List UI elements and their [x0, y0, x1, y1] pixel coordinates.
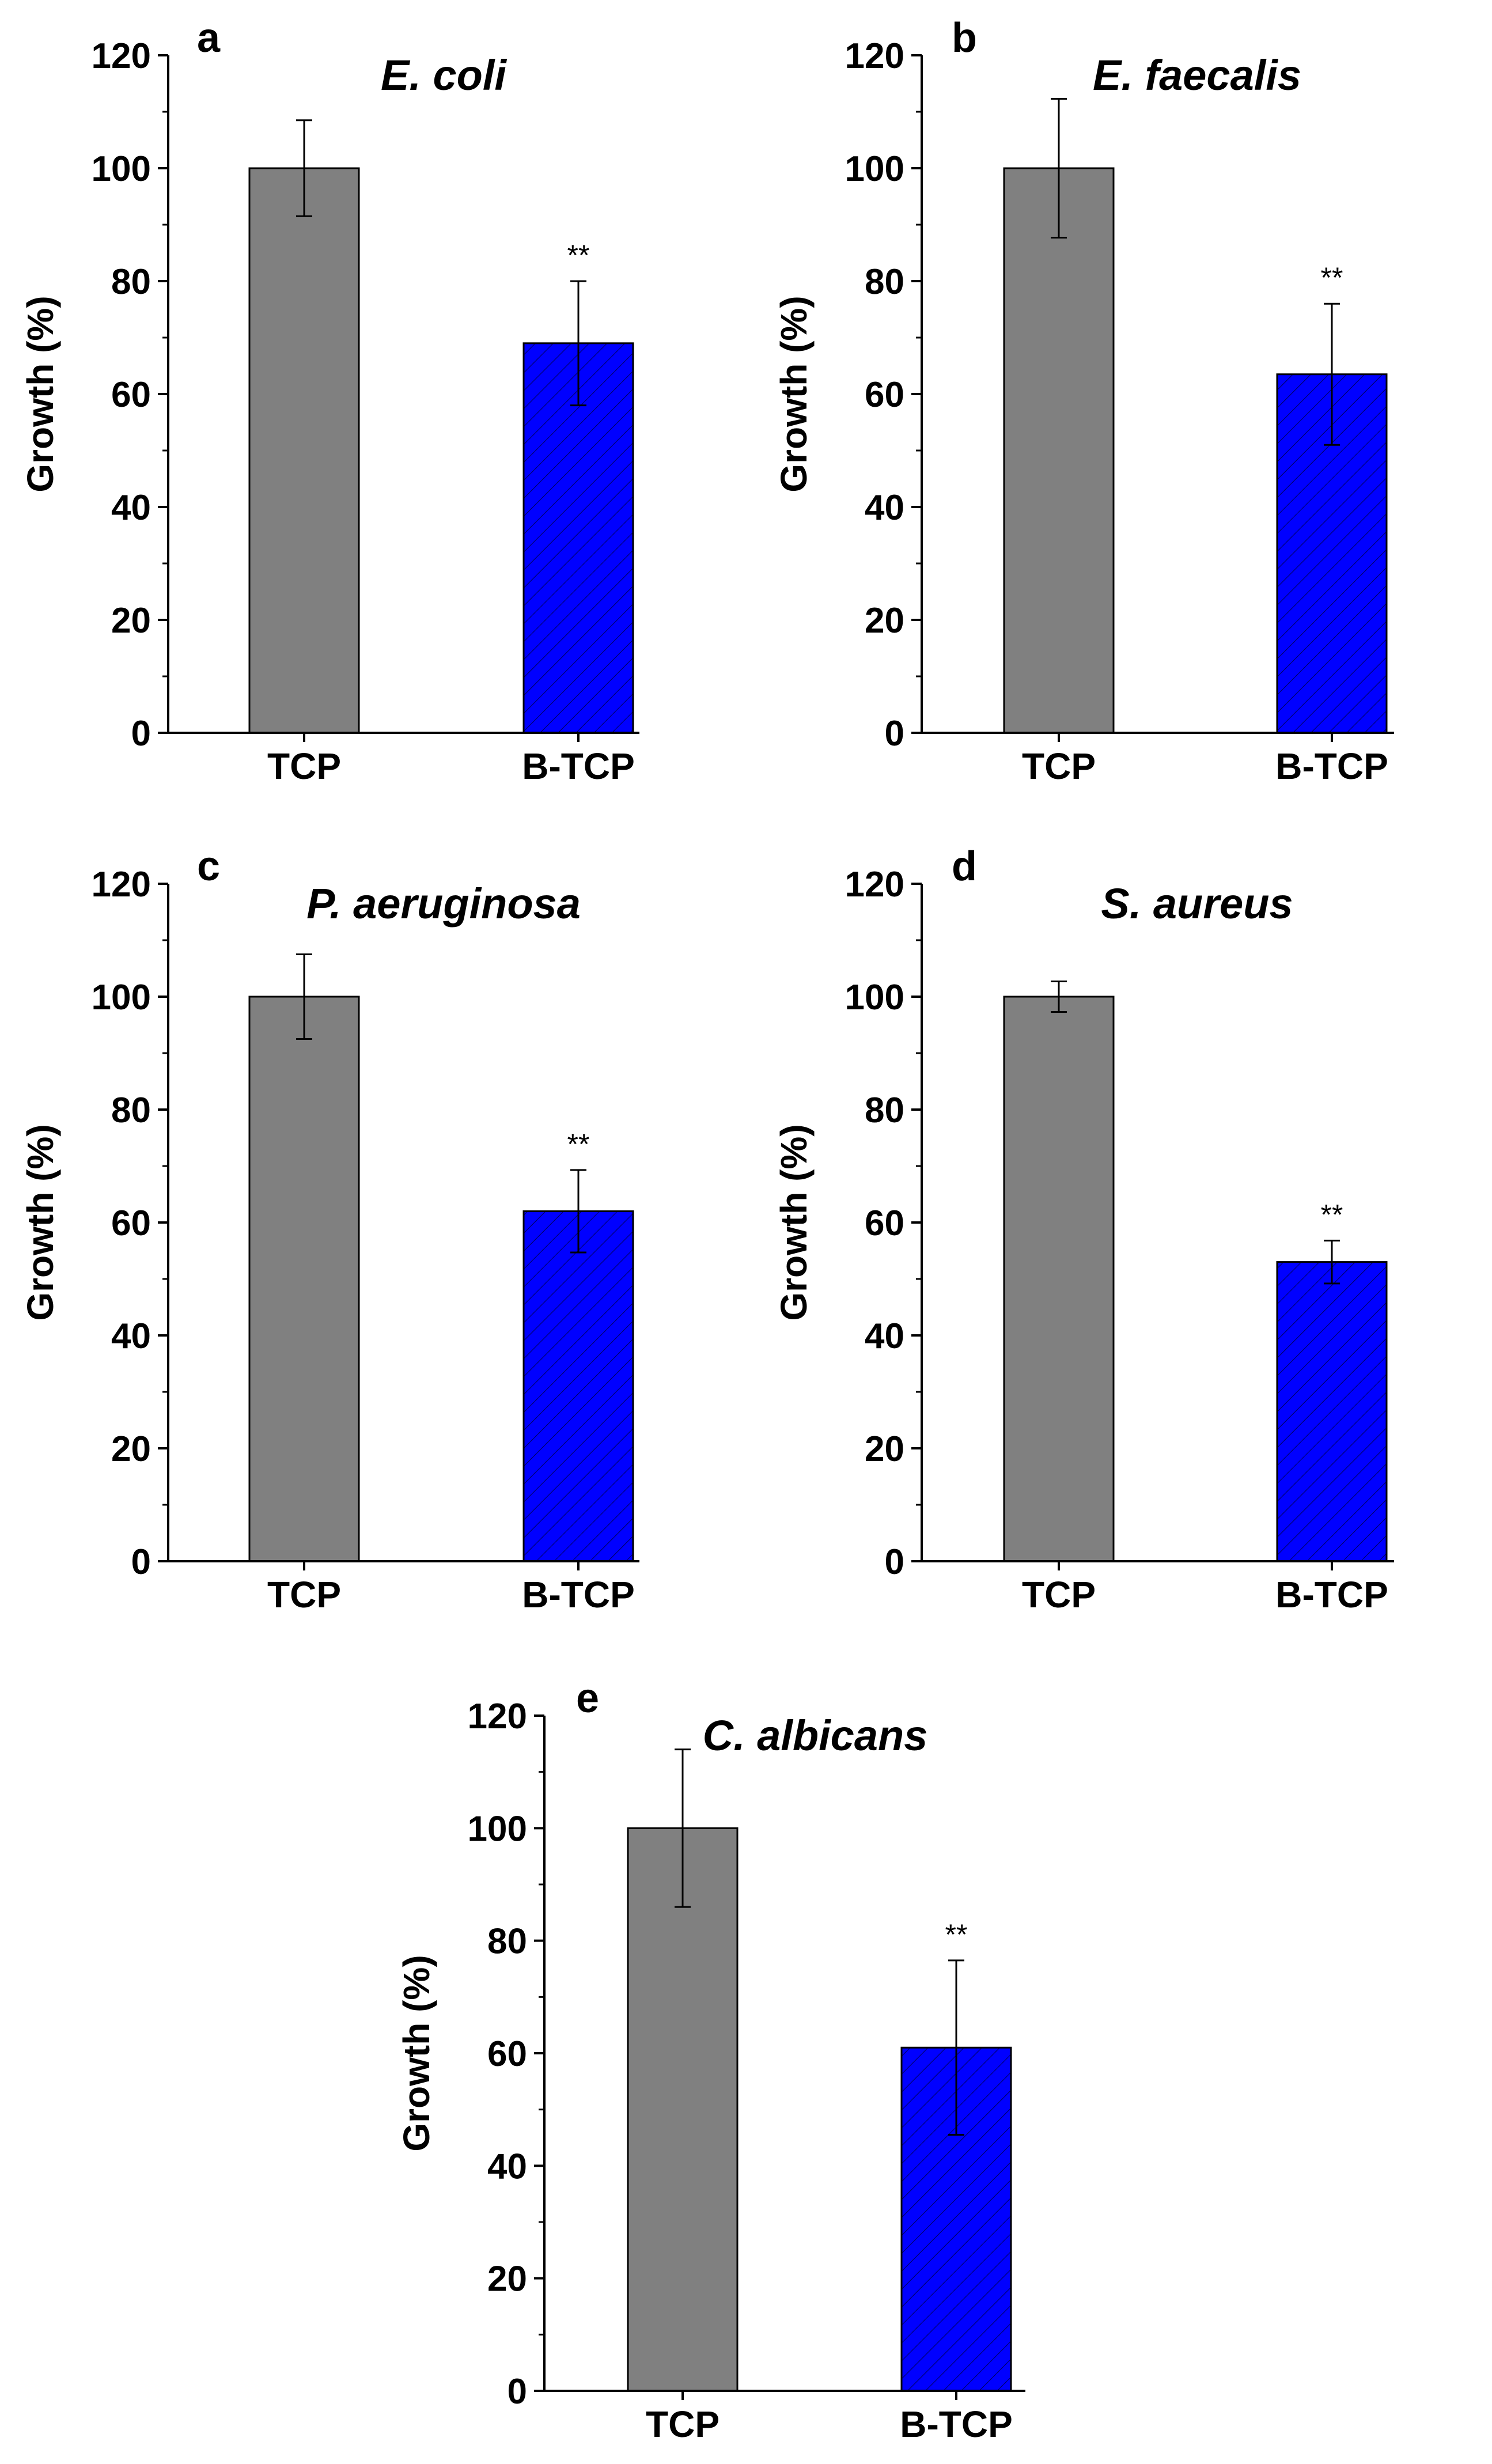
x-tick-label: TCP	[1022, 1574, 1096, 1615]
y-tick-label: 20	[865, 1429, 904, 1469]
panel-letter: c	[197, 843, 220, 890]
y-tick-label: 120	[845, 865, 904, 904]
y-tick-label: 20	[487, 2259, 527, 2299]
y-tick-label: 100	[468, 1809, 527, 1849]
x-tick-label: B-TCP	[522, 1574, 635, 1615]
error-bar	[1324, 1239, 1340, 1285]
error-bar	[570, 280, 586, 407]
y-tick-label: 0	[131, 714, 151, 754]
y-tick-label: 0	[885, 1542, 904, 1582]
y-tick-label: 40	[487, 2147, 527, 2186]
y-tick-label: 0	[885, 714, 904, 754]
chart-panel-e: TCP ** B-TCP 0 20 40 60 80 100 120 Growth (%) e C. a…	[396, 1675, 1025, 2445]
y-axis-title: Growth (%)	[20, 296, 61, 492]
y-tick-label: 40	[865, 488, 904, 528]
error-bar	[948, 1959, 964, 2136]
bar-b-tcp	[522, 1210, 634, 1562]
chart-panel-b: TCP ** B-TCP 0 20 40 60 80 100 120 Growth (%) b E. f…	[773, 15, 1394, 787]
y-tick-label: 120	[92, 36, 151, 76]
x-tick-label: B-TCP	[900, 2404, 1013, 2445]
chart-panel-a: TCP ** B-TCP 0 20 40 60 80 100 120 Growth (%) a E. c…	[20, 15, 639, 787]
y-tick-label: 100	[92, 978, 151, 1017]
x-tick-label: B-TCP	[522, 745, 635, 787]
panel-letter: e	[576, 1675, 599, 1721]
y-tick-label: 80	[111, 262, 151, 302]
y-tick-label: 20	[865, 601, 904, 641]
panel-letter: a	[197, 15, 221, 61]
bar-tcp	[248, 996, 360, 1562]
error-bar	[570, 1169, 586, 1254]
y-tick-label: 120	[468, 1697, 527, 1736]
y-tick-label: 60	[111, 1203, 151, 1243]
panel-title: P. aeruginosa	[306, 880, 581, 928]
y-tick-label: 0	[508, 2372, 527, 2412]
significance-marker: **	[567, 1128, 590, 1160]
significance-marker: **	[1321, 262, 1343, 294]
y-tick-label: 100	[845, 149, 904, 189]
panel-title: E. coli	[381, 51, 507, 99]
error-bar	[1051, 981, 1067, 1013]
y-tick-label: 80	[865, 262, 904, 302]
x-tick-label: TCP	[1022, 745, 1096, 787]
y-axis-title: Growth (%)	[773, 1124, 815, 1320]
chart-panel-c: TCP ** B-TCP 0 20 40 60 80 100 120 Growth (%) c P. a…	[20, 843, 639, 1615]
y-tick-label: 20	[111, 1429, 151, 1469]
y-tick-label: 40	[865, 1316, 904, 1356]
y-tick-label: 80	[487, 1922, 527, 1962]
error-bar	[296, 119, 312, 217]
error-bar	[1051, 97, 1067, 239]
y-tick-label: 60	[111, 375, 151, 415]
significance-marker: **	[1321, 1198, 1343, 1231]
panel-title: E. faecalis	[1093, 51, 1301, 99]
panel-title: S. aureus	[1101, 880, 1293, 928]
x-tick-label: TCP	[267, 745, 341, 787]
y-tick-label: 100	[845, 978, 904, 1017]
bar-b-tcp	[522, 342, 634, 734]
bar-tcp	[1003, 167, 1115, 734]
bar-b-tcp	[1276, 1261, 1388, 1562]
y-tick-label: 80	[111, 1091, 151, 1130]
panel-letter: d	[952, 843, 977, 890]
y-axis-title: Growth (%)	[773, 296, 815, 492]
y-tick-label: 20	[111, 601, 151, 641]
significance-marker: **	[567, 239, 590, 271]
error-bar	[296, 953, 312, 1040]
y-tick-label: 40	[111, 488, 151, 528]
x-tick-label: TCP	[267, 1574, 341, 1615]
y-tick-label: 60	[487, 2034, 527, 2074]
y-tick-label: 80	[865, 1091, 904, 1130]
bar-tcp	[627, 1827, 739, 2392]
y-axis-title: Growth (%)	[396, 1955, 437, 2151]
x-tick-label: B-TCP	[1275, 745, 1388, 787]
x-tick-label: TCP	[646, 2404, 720, 2445]
bar-tcp	[248, 167, 360, 734]
error-bar	[1324, 302, 1340, 446]
y-tick-label: 120	[845, 36, 904, 76]
panel-title: C. albicans	[703, 1712, 928, 1759]
y-axis-title: Growth (%)	[20, 1124, 61, 1320]
y-tick-label: 100	[92, 149, 151, 189]
x-tick-label: B-TCP	[1275, 1574, 1388, 1615]
y-tick-label: 0	[131, 1542, 151, 1582]
panel-letter: b	[952, 15, 977, 61]
chart-panel-d: TCP ** B-TCP 0 20 40 60 80 100 120 Growth (%) d S. a…	[773, 843, 1394, 1615]
y-tick-label: 60	[865, 375, 904, 415]
y-tick-label: 60	[865, 1203, 904, 1243]
bar-tcp	[1003, 996, 1115, 1562]
y-tick-label: 40	[111, 1316, 151, 1356]
y-tick-label: 120	[92, 865, 151, 904]
significance-marker: **	[945, 1918, 968, 1951]
error-bar	[675, 1748, 691, 1908]
